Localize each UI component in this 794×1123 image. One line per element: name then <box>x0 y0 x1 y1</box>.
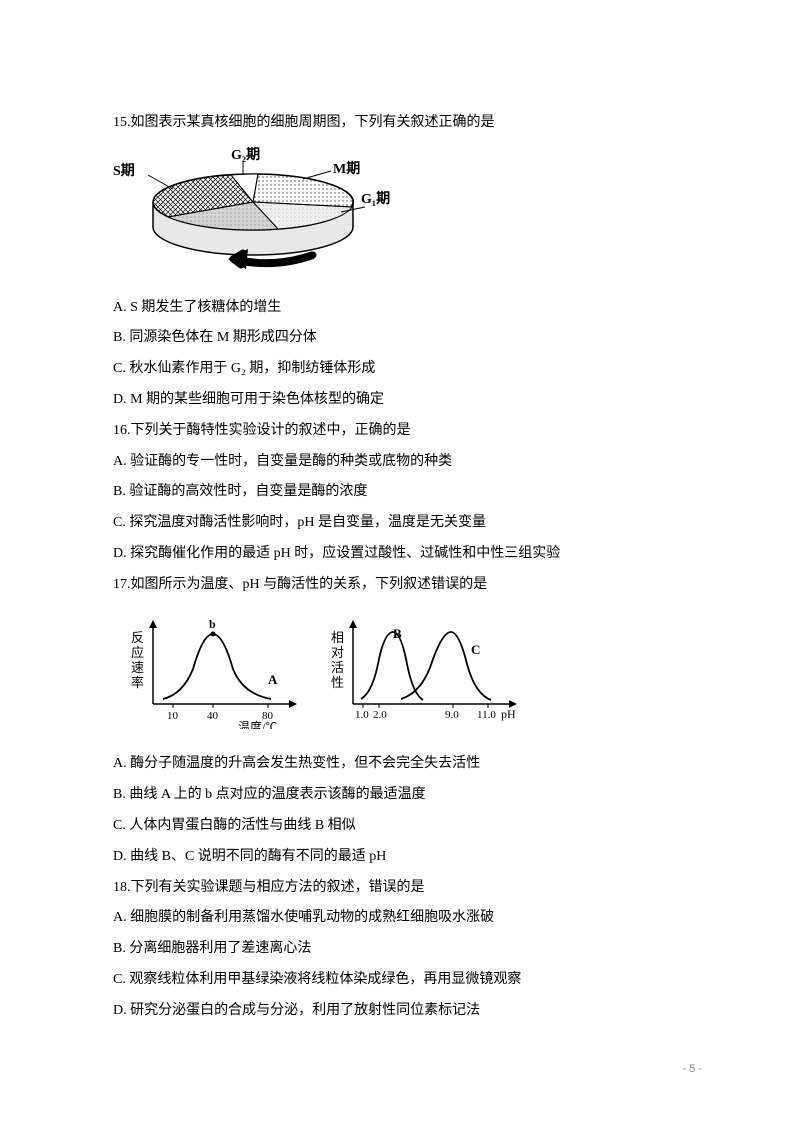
q15-diagram: S期 G₂期 M期 G₁期 <box>113 147 681 285</box>
q16-b: B. 验证酶的高效性时，自变量是酶的浓度 <box>113 477 681 508</box>
svg-text:pH: pH <box>501 707 516 721</box>
svg-text:率: 率 <box>131 675 144 690</box>
q18-b: B. 分离细胞器利用了差速离心法 <box>113 934 681 965</box>
svg-text:反: 反 <box>131 630 144 645</box>
label-m: M期 <box>333 161 360 177</box>
q15-b: B. 同源染色体在 M 期形成四分体 <box>113 323 681 354</box>
q15-stem: 15.如图表示某真核细胞的细胞周期图，下列有关叙述正确的是 <box>113 108 681 139</box>
svg-text:b: b <box>209 617 216 631</box>
label-g2: G₂期 <box>231 147 260 163</box>
svg-text:对: 对 <box>331 645 344 660</box>
q18-a: A. 细胞膜的制备利用蒸馏水使哺乳动物的成熟红细胞吸水涨破 <box>113 903 681 934</box>
q17-diagram: 反 应 速 率 b A 10 40 80 温度/℃ <box>113 609 681 742</box>
q16-stem: 16.下列关于酶特性实验设计的叙述中，正确的是 <box>113 416 681 447</box>
label-g1: G₁期 <box>361 191 390 207</box>
q18-stem: 18.下列有关实验课题与相应方法的叙述，错误的是 <box>113 873 681 904</box>
q18-c: C. 观察线粒体利用甲基绿染液将线粒体染成绿色，再用显微镜观察 <box>113 965 681 996</box>
svg-text:C: C <box>471 642 480 657</box>
q17-c: C. 人体内胃蛋白酶的活性与曲线 B 相似 <box>113 811 681 842</box>
svg-text:10: 10 <box>167 710 179 722</box>
page-number: - 5 - <box>682 1063 702 1075</box>
svg-text:9.0: 9.0 <box>445 709 459 721</box>
q18-d: D. 研究分泌蛋白的合成与分泌，利用了放射性同位素标记法 <box>113 996 681 1027</box>
svg-text:A: A <box>268 672 278 687</box>
svg-text:活: 活 <box>331 660 344 675</box>
svg-text:相: 相 <box>331 630 344 645</box>
q16-d: D. 探究酶催化作用的最适 pH 时，应设置过酸性、过碱性和中性三组实验 <box>113 539 681 570</box>
svg-text:速: 速 <box>131 660 144 675</box>
q17-stem: 17.如图所示为温度、pH 与酶活性的关系，下列叙述错误的是 <box>113 570 681 601</box>
svg-text:11.0: 11.0 <box>477 709 496 721</box>
label-s: S期 <box>113 163 135 179</box>
svg-text:B: B <box>393 626 402 641</box>
svg-text:1.0: 1.0 <box>355 709 369 721</box>
svg-text:40: 40 <box>207 710 219 722</box>
q16-a: A. 验证酶的专一性时，自变量是酶的种类或底物的种类 <box>113 447 681 478</box>
q17-b: B. 曲线 A 上的 b 点对应的温度表示该酶的最适温度 <box>113 780 681 811</box>
q15-a: A. S 期发生了核糖体的增生 <box>113 293 681 324</box>
svg-text:温度/℃: 温度/℃ <box>238 719 277 729</box>
q17-d: D. 曲线 B、C 说明不同的酶有不同的最适 pH <box>113 842 681 873</box>
q16-c: C. 探究温度对酶活性影响时，pH 是自变量，温度是无关变量 <box>113 508 681 539</box>
svg-text:性: 性 <box>331 675 344 690</box>
q17-a: A. 酶分子随温度的升高会发生热变性，但不会完全失去活性 <box>113 749 681 780</box>
svg-text:2.0: 2.0 <box>373 709 387 721</box>
q15-d: D. M 期的某些细胞可用于染色体核型的确定 <box>113 385 681 416</box>
page-content: 15.如图表示某真核细胞的细胞周期图，下列有关叙述正确的是 <box>0 0 794 1027</box>
svg-text:应: 应 <box>131 645 144 660</box>
q15-c: C. 秋水仙素作用于 G₂ 期，抑制纺锤体形成 <box>113 354 681 385</box>
